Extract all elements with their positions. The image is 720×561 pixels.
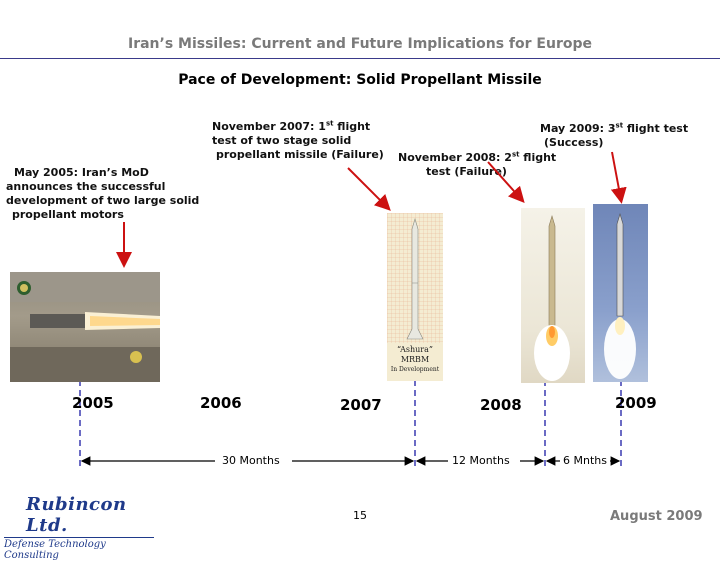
footer-date: August 2009 [610, 509, 703, 524]
launch-photo-2008 [521, 208, 585, 383]
span-label-12-months: 12 Months [452, 454, 510, 467]
annotation-line: propellant missile (Failure) [216, 148, 384, 161]
ashura-grid-drawing [387, 213, 443, 343]
diagram-caption-line: In Development [390, 366, 440, 373]
annotation-line: May 2009: 3st flight test [540, 121, 689, 135]
diagram-caption-line: MRBM [400, 355, 430, 364]
ashura-diagram: “Ashura” MRBM In Development [387, 213, 443, 381]
timeline-graphics [79, 151, 627, 470]
motor-test-photo [10, 272, 160, 382]
logo-underline [4, 537, 154, 538]
motor-test-image [10, 272, 160, 382]
year-label-2007: 2007 [340, 396, 382, 414]
annotation-may-2009: May 2009: 3st flight test (Success) [540, 122, 715, 150]
year-label-2006: 2006 [200, 394, 242, 412]
annotation-nov-2008: November 2008: 2st flight test (Failure) [398, 151, 568, 179]
missile-2009-image [604, 212, 636, 379]
page-number: 15 [353, 509, 367, 522]
span-label-6-months: 6 Mnths [563, 454, 607, 467]
annotation-may-2005: May 2005: Iran’s MoD announces the succe… [6, 166, 206, 222]
year-label-2009: 2009 [615, 394, 657, 412]
year-label-2005: 2005 [72, 394, 114, 412]
span-label-30-months: 30 Months [222, 454, 280, 467]
diagram-caption-line: “Ashura” [397, 345, 433, 354]
missile-2008-image [534, 214, 570, 381]
annotation-line: November 2007: 1st flight [212, 119, 371, 133]
annotation-line: test of two stage solid [212, 134, 352, 147]
annotation-nov-2007: November 2007: 1st flight test of two st… [212, 120, 392, 162]
annotation-line: May 2005: Iran’s MoD [14, 166, 149, 179]
launch-photo-2009 [593, 204, 648, 382]
annotation-line: test (Failure) [426, 165, 507, 178]
arrow-nov-2008 [487, 161, 525, 203]
arrow-may-2009 [610, 151, 627, 204]
annotation-line: (Success) [544, 136, 604, 149]
slide-header-title: Iran’s Missiles: Current and Future Impl… [127, 36, 592, 52]
annotation-line: development of two large solid [6, 194, 200, 207]
annotation-line: propellant motors [12, 208, 124, 221]
slide-subtitle: Pace of Development: Solid Propellant Mi… [178, 72, 542, 88]
logo-tagline: Defense Technology Consulting [4, 539, 106, 561]
annotation-line: November 2008: 2st flight [398, 150, 557, 164]
header-divider [0, 58, 720, 59]
rubincon-logo: Rubincon Ltd. Defense Technology Consult… [4, 494, 154, 561]
logo-title: Rubincon Ltd. [26, 494, 127, 536]
arrow-nov-2007 [347, 167, 391, 211]
annotation-line: announces the successful [6, 180, 166, 193]
year-label-2008: 2008 [480, 396, 522, 414]
